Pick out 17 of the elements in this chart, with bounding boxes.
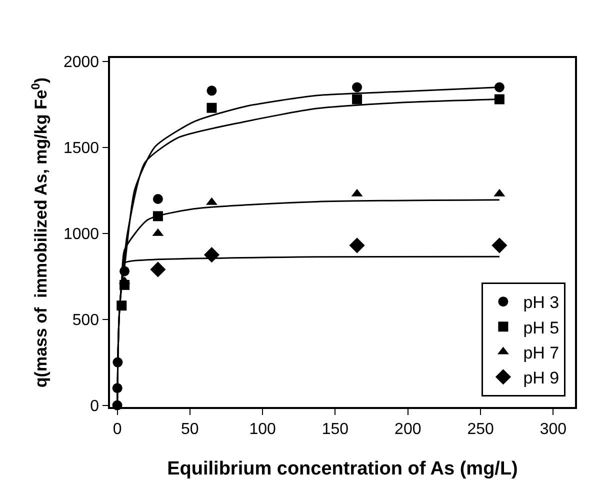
legend-label: pH 9 [523, 368, 560, 388]
x-tick-label: 250 [467, 420, 494, 438]
y-tick-label: 1500 [63, 140, 100, 157]
x-axis-title: Equilibrium concentration of As (mg/L) [167, 458, 518, 480]
legend-label: pH 7 [523, 343, 560, 362]
y-tick-label: 0 [90, 398, 100, 415]
y-tick-label: 1000 [63, 226, 100, 243]
x-tick-label: 300 [540, 420, 567, 438]
y-tick-label: 2000 [63, 54, 100, 72]
x-tick-label: 200 [394, 420, 422, 438]
x-tick-label: 0 [112, 420, 122, 438]
x-tick-label: 100 [249, 420, 276, 438]
legend-label: pH 3 [523, 293, 560, 312]
x-tick-label: 50 [181, 420, 199, 438]
legend-label: pH 5 [523, 318, 560, 338]
x-tick-label: 150 [322, 420, 349, 438]
y-tick-label: 500 [72, 312, 100, 329]
